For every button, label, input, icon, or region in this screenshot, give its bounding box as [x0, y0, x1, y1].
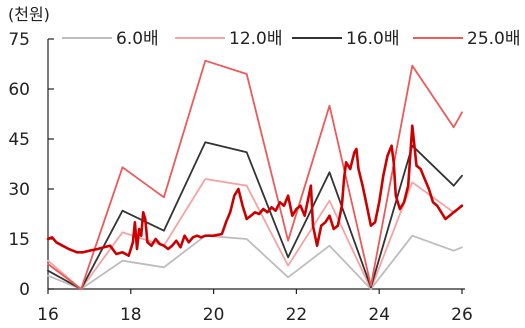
series-line-16.0배 [47, 141, 463, 290]
x-tick-label: 20 [203, 305, 225, 325]
y-tick-label: 0 [19, 280, 30, 300]
x-tick-label: 26 [451, 305, 473, 325]
x-tick-label: 22 [286, 305, 308, 325]
legend-label: 6.0배 [116, 29, 159, 49]
x-tick-label: 16 [37, 305, 59, 325]
series-line-6.0배 [47, 234, 463, 290]
series-line-12.0배 [47, 178, 463, 290]
series-line-price [46, 124, 464, 257]
legend-label: 12.0배 [229, 29, 283, 49]
legend: 6.0배 12.0배 16.0배 25.0배 [62, 29, 521, 49]
y-tick-label: 45 [8, 130, 30, 150]
legend-label: 16.0배 [346, 29, 400, 49]
y-tick-label: 15 [8, 230, 30, 250]
y-tick-label: 30 [8, 180, 30, 200]
x-ticks: 16 18 20 22 24 26 [37, 289, 473, 325]
series-line-25.0배 [47, 59, 463, 290]
legend-label: 25.0배 [467, 29, 521, 49]
axes [47, 39, 465, 290]
unit-label: (천원) [8, 5, 50, 24]
y-tick-label: 75 [8, 30, 30, 50]
x-tick-label: 24 [368, 305, 390, 325]
y-tick-label: 60 [8, 80, 30, 100]
x-tick-label: 18 [120, 305, 142, 325]
y-ticks: 0 15 30 45 60 75 [8, 30, 54, 300]
series-layer [46, 59, 464, 290]
